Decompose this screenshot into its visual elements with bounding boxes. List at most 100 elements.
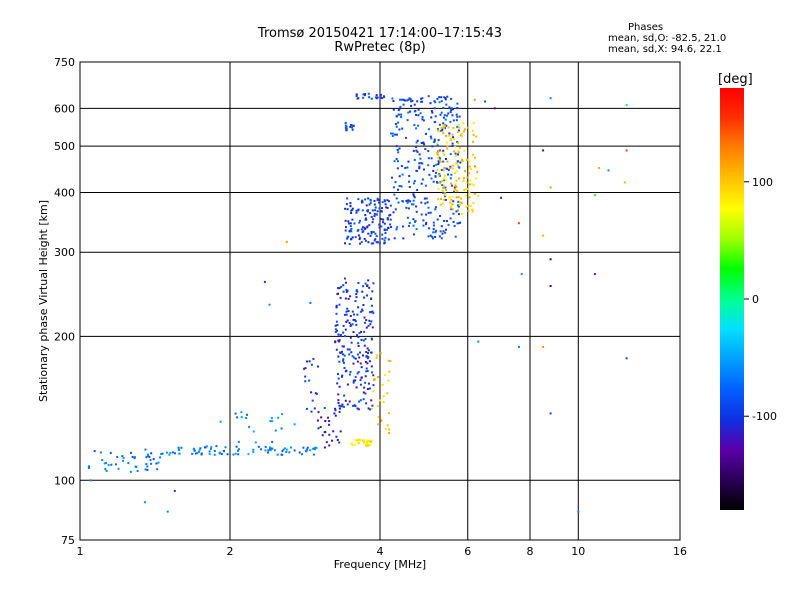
data-point — [383, 222, 386, 225]
data-point — [378, 207, 381, 210]
data-point — [370, 399, 373, 402]
data-point — [457, 142, 459, 145]
data-point — [462, 122, 465, 125]
data-point — [440, 198, 442, 201]
data-point — [424, 202, 427, 205]
colorbar-gradient — [720, 88, 744, 510]
colorbar-tick-label: 0 — [752, 293, 759, 306]
data-point — [425, 221, 428, 224]
data-point — [357, 336, 360, 338]
data-point — [110, 463, 113, 466]
data-point — [370, 215, 373, 218]
data-point — [340, 285, 343, 288]
data-point — [285, 241, 288, 244]
data-point — [456, 125, 459, 128]
data-point — [345, 320, 348, 323]
x-axis-label: Frequency [MHz] — [334, 558, 426, 571]
data-point — [365, 218, 368, 221]
data-point — [446, 95, 449, 98]
data-point — [406, 200, 409, 203]
data-point — [441, 180, 444, 183]
data-point — [149, 459, 152, 461]
data-point — [345, 125, 348, 128]
data-point — [444, 127, 447, 130]
data-point — [240, 416, 243, 419]
data-point — [352, 379, 355, 382]
data-point — [413, 233, 415, 236]
data-point — [363, 344, 366, 347]
data-point — [450, 205, 453, 208]
data-point — [339, 296, 342, 299]
data-point — [367, 279, 370, 282]
data-point — [344, 277, 346, 280]
data-point — [146, 453, 149, 456]
data-point — [439, 126, 442, 129]
data-point — [420, 97, 423, 100]
data-point — [448, 134, 451, 137]
data-point — [408, 186, 411, 188]
data-point — [147, 454, 149, 457]
data-point — [453, 138, 456, 141]
data-point — [415, 205, 418, 208]
data-point — [393, 237, 396, 240]
data-point — [436, 128, 439, 131]
data-point — [405, 206, 408, 209]
data-point — [438, 181, 441, 184]
data-point — [354, 357, 357, 360]
data-point — [402, 237, 405, 240]
data-point — [367, 92, 370, 95]
data-point — [380, 225, 383, 228]
data-point — [348, 353, 351, 356]
data-point — [365, 204, 368, 207]
data-point — [360, 228, 363, 231]
data-point — [351, 323, 354, 326]
data-point — [445, 114, 448, 117]
data-point — [146, 465, 149, 468]
data-point — [337, 401, 340, 404]
data-point — [351, 355, 354, 358]
data-point — [444, 186, 447, 189]
data-point — [397, 188, 399, 191]
data-point — [347, 235, 350, 238]
data-point — [439, 113, 442, 116]
data-point — [358, 332, 361, 335]
data-point — [375, 356, 378, 359]
data-point — [435, 152, 438, 155]
data-point — [360, 330, 363, 333]
data-point — [355, 323, 358, 326]
data-point — [397, 109, 400, 112]
data-point — [413, 103, 416, 106]
data-point — [445, 103, 448, 106]
data-point — [156, 468, 159, 471]
data-point — [374, 238, 377, 241]
data-point — [248, 426, 251, 428]
data-point — [337, 339, 340, 342]
data-point — [468, 196, 471, 199]
data-point — [425, 197, 428, 200]
data-point — [392, 186, 395, 189]
data-point — [210, 446, 213, 449]
data-point — [462, 179, 465, 182]
data-point — [349, 222, 352, 225]
data-point — [419, 112, 422, 115]
data-point — [417, 114, 420, 117]
data-point — [362, 96, 365, 99]
data-point — [456, 170, 458, 173]
data-point — [209, 447, 212, 450]
data-point — [334, 324, 337, 327]
data-point — [451, 208, 454, 211]
data-point — [350, 341, 353, 344]
data-point — [360, 338, 363, 341]
data-point — [236, 416, 239, 419]
data-point — [442, 177, 445, 180]
data-point — [365, 355, 368, 358]
data-point — [362, 285, 365, 288]
data-point — [264, 445, 267, 448]
data-point — [368, 224, 371, 227]
data-point — [198, 448, 201, 451]
data-point — [356, 313, 359, 316]
data-point — [458, 126, 461, 129]
data-point — [237, 448, 240, 451]
data-point — [452, 220, 455, 223]
data-point — [473, 192, 476, 195]
